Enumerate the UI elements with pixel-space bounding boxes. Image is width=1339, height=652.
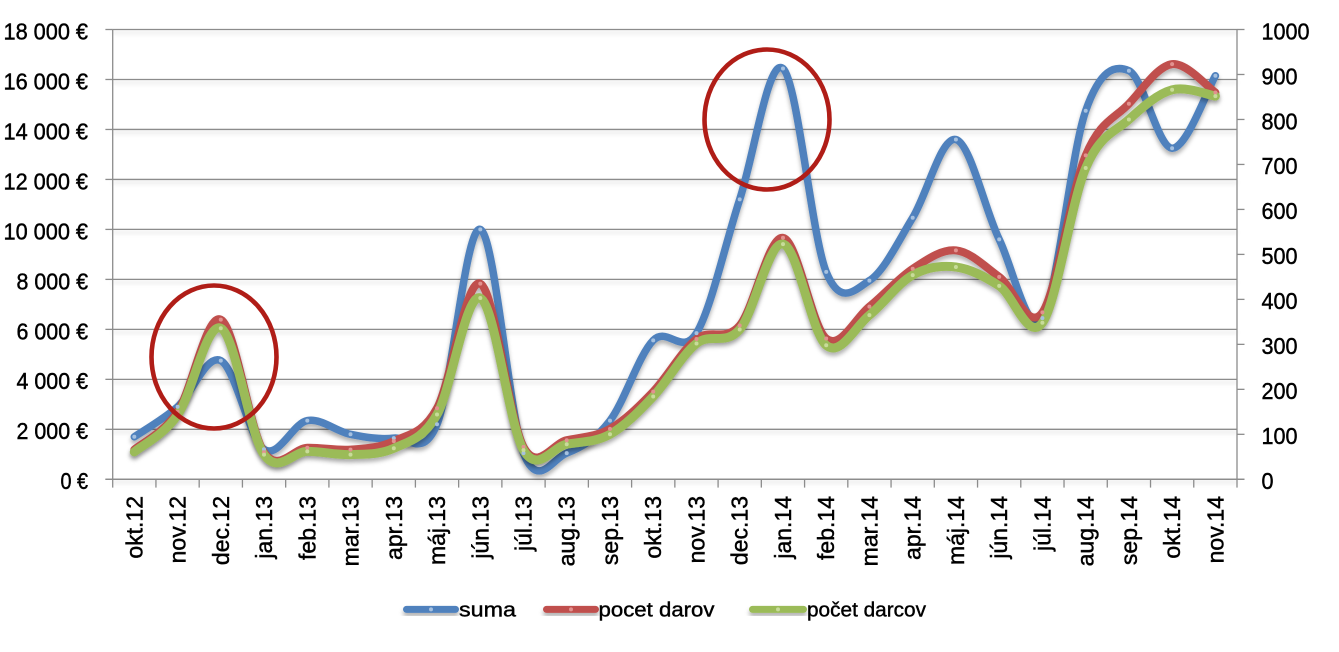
svg-text:mar.13: mar.13 xyxy=(338,496,364,566)
svg-text:jún.13: jún.13 xyxy=(467,496,493,560)
svg-text:200: 200 xyxy=(1262,378,1298,404)
svg-text:800: 800 xyxy=(1262,108,1298,134)
svg-text:nov.12: nov.12 xyxy=(165,496,191,563)
svg-text:400: 400 xyxy=(1262,288,1298,314)
svg-text:apr.13: apr.13 xyxy=(381,496,407,560)
svg-text:6 000 €: 6 000 € xyxy=(17,318,89,344)
svg-text:900: 900 xyxy=(1262,63,1298,89)
svg-text:jan.13: jan.13 xyxy=(251,496,277,560)
svg-text:nov.13: nov.13 xyxy=(684,496,710,563)
svg-text:okt.13: okt.13 xyxy=(640,496,666,559)
svg-text:12 000 €: 12 000 € xyxy=(4,168,89,194)
svg-text:sep.14: sep.14 xyxy=(1116,496,1142,565)
svg-text:16 000 €: 16 000 € xyxy=(4,68,89,94)
svg-text:okt.14: okt.14 xyxy=(1159,496,1185,559)
svg-text:suma: suma xyxy=(459,599,517,621)
svg-text:300: 300 xyxy=(1262,333,1298,359)
svg-text:jún.14: jún.14 xyxy=(986,496,1012,560)
svg-text:júl.13: júl.13 xyxy=(511,496,537,552)
svg-text:jan.14: jan.14 xyxy=(770,496,796,560)
svg-text:10 000 €: 10 000 € xyxy=(4,218,89,244)
svg-text:700: 700 xyxy=(1262,153,1298,179)
svg-text:14 000 €: 14 000 € xyxy=(4,118,89,144)
svg-text:feb.14: feb.14 xyxy=(813,496,839,560)
svg-text:sep.13: sep.13 xyxy=(597,496,623,565)
svg-text:600: 600 xyxy=(1262,198,1298,224)
svg-text:počet darcov: počet darcov xyxy=(807,599,926,621)
svg-text:0: 0 xyxy=(1262,468,1274,494)
svg-text:0 €: 0 € xyxy=(61,468,89,494)
svg-text:4 000 €: 4 000 € xyxy=(17,368,89,394)
svg-text:feb.13: feb.13 xyxy=(294,496,320,560)
svg-text:aug.13: aug.13 xyxy=(554,496,580,566)
svg-text:aug.14: aug.14 xyxy=(1073,496,1099,567)
svg-text:pocet darov: pocet darov xyxy=(599,599,715,621)
svg-text:500: 500 xyxy=(1262,243,1298,269)
svg-text:100: 100 xyxy=(1262,423,1298,449)
svg-text:mar.14: mar.14 xyxy=(856,496,882,567)
svg-text:okt.12: okt.12 xyxy=(121,496,147,559)
svg-text:máj.13: máj.13 xyxy=(424,496,450,565)
svg-text:2 000 €: 2 000 € xyxy=(17,418,89,444)
svg-text:dec.12: dec.12 xyxy=(208,496,234,565)
svg-text:1000: 1000 xyxy=(1262,18,1310,44)
svg-text:dec.13: dec.13 xyxy=(727,496,753,565)
svg-text:nov.14: nov.14 xyxy=(1202,496,1228,564)
svg-text:apr.14: apr.14 xyxy=(900,496,926,560)
svg-text:júl.14: júl.14 xyxy=(1029,496,1055,552)
svg-text:8 000 €: 8 000 € xyxy=(17,268,89,294)
svg-text:máj.14: máj.14 xyxy=(943,496,969,565)
svg-text:18 000 €: 18 000 € xyxy=(4,18,89,44)
